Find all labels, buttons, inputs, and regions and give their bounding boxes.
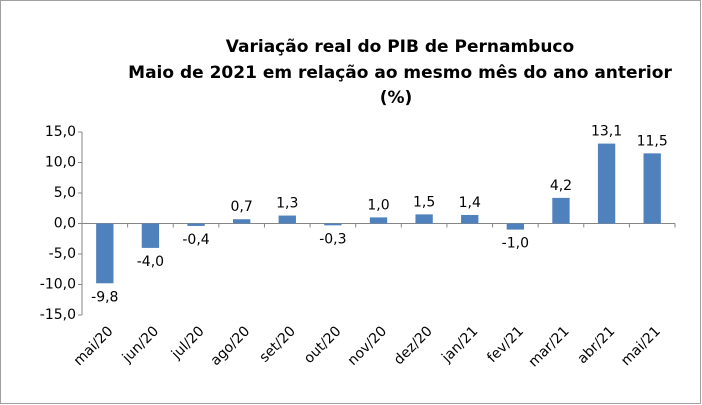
chart-title: Variação real do PIB de Pernambuco [226, 37, 574, 57]
data-label: 1,4 [459, 195, 481, 211]
data-label: -9,8 [91, 289, 118, 305]
data-label: -1,0 [502, 236, 529, 252]
bar [232, 219, 251, 224]
bar [96, 223, 114, 284]
data-label: 1,3 [276, 196, 298, 212]
bar [187, 223, 205, 226]
bar [597, 143, 616, 224]
bar [324, 223, 342, 226]
data-label: 4,2 [550, 178, 572, 194]
y-tick-label: -5,0 [49, 246, 76, 262]
data-label: -0,3 [319, 231, 346, 247]
chart-title: (%) [380, 88, 413, 108]
y-tick-label: 5,0 [54, 185, 76, 201]
bar [369, 217, 388, 224]
data-label: 1,5 [413, 194, 435, 210]
bar [141, 223, 160, 248]
bar [643, 153, 661, 224]
data-label: 1,0 [367, 197, 389, 213]
data-label: 11,5 [637, 133, 668, 149]
data-label: -4,0 [137, 254, 164, 270]
bar [278, 215, 296, 224]
y-tick-label: 0,0 [54, 216, 76, 232]
data-label: -0,4 [182, 232, 209, 248]
bar [506, 223, 525, 230]
bar [415, 214, 433, 224]
data-label: 0,7 [231, 199, 253, 215]
y-tick-label: 10,0 [45, 155, 76, 171]
chart-title: Maio de 2021 em relação ao mesmo mês do … [128, 63, 672, 83]
y-tick-label: 15,0 [45, 124, 76, 140]
y-tick-label: -15,0 [40, 307, 76, 323]
y-tick-label: -10,0 [40, 277, 76, 293]
bar [461, 214, 479, 224]
data-label: 13,1 [591, 124, 622, 140]
bar [552, 197, 570, 224]
